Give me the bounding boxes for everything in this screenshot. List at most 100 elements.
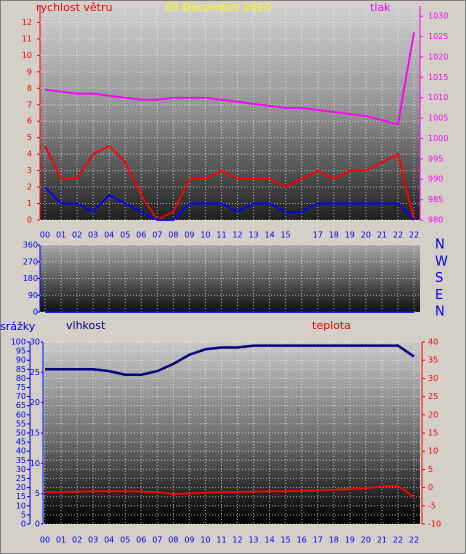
y-tick-label: 35 xyxy=(16,456,26,465)
y2-tick-label: 0 xyxy=(428,483,433,492)
x-tick-label: 15 xyxy=(281,536,291,545)
x-tick-label: 09 xyxy=(184,536,194,545)
x-tick-label: 05 xyxy=(120,231,130,240)
y-tick-label: 95 xyxy=(16,347,26,356)
y2-tick-label: 40 xyxy=(428,338,438,347)
y-tick-label: 25 xyxy=(16,474,26,483)
y-tick-label: 0 xyxy=(33,308,38,317)
x-tick-label: 05 xyxy=(120,536,130,545)
y-tick-label: 90 xyxy=(16,356,26,365)
y2-tick-label: W xyxy=(435,254,448,269)
series-line xyxy=(44,186,415,221)
x-tick-label: 04 xyxy=(104,536,114,545)
y-tick-label: 9 xyxy=(27,67,32,76)
x-tick-label: 03 xyxy=(88,231,98,240)
y-tick-label: 10 xyxy=(22,51,32,60)
x-tick-label: 11 xyxy=(216,536,226,545)
x-tick-label: 19 xyxy=(345,536,355,545)
series-label: rychlost větru xyxy=(36,1,112,14)
y2-tick-label: 1005 xyxy=(428,114,448,123)
y2-tick-label: 5 xyxy=(428,465,433,474)
x-tick-label: 06 xyxy=(136,536,146,545)
y-tick-label: 55 xyxy=(16,419,26,428)
y-tick-label: 270 xyxy=(23,257,38,266)
x-tick-label: 20 xyxy=(361,231,371,240)
y2-tick-label: 35 xyxy=(428,356,438,365)
y-tick-label: 180 xyxy=(23,274,38,283)
y2-tick-label: 1000 xyxy=(428,134,448,143)
x-tick-label: 03 xyxy=(88,536,98,545)
series-line xyxy=(45,484,415,498)
y2-tick-label: 1015 xyxy=(428,73,448,82)
x-tick-label: 08 xyxy=(168,231,178,240)
y-tick-label: 65 xyxy=(16,401,26,410)
x-tick-label: 20 xyxy=(361,536,371,545)
y3-tick-label: 0 xyxy=(35,520,40,529)
x-tick-label: 16 xyxy=(297,536,307,545)
x-tick-label: 00 xyxy=(40,536,50,545)
y-tick-label: 80 xyxy=(16,374,26,383)
x-tick-label: 17 xyxy=(313,536,323,545)
y3-tick-label: 25 xyxy=(30,368,40,377)
y2-tick-label: S xyxy=(435,271,443,286)
y-tick-label: 45 xyxy=(16,438,26,447)
x-tick-label: 02 xyxy=(72,231,82,240)
y2-tick-label: 1025 xyxy=(428,32,448,41)
y-tick-label: 5 xyxy=(21,510,26,519)
y-tick-label: 75 xyxy=(16,383,26,392)
x-tick-label: 12 xyxy=(232,536,242,545)
y-tick-label: 7 xyxy=(27,100,32,109)
x-tick-label: 18 xyxy=(329,231,339,240)
x-tick-label: 19 xyxy=(345,231,355,240)
x-tick-label: 10 xyxy=(200,231,210,240)
y-tick-label: 3 xyxy=(27,166,32,175)
y-tick-label: 360 xyxy=(23,241,38,250)
x-tick-label: 06 xyxy=(136,231,146,240)
x-tick-label: 10 xyxy=(200,536,210,545)
series-line xyxy=(44,32,415,126)
y-tick-label: 11 xyxy=(22,34,32,43)
series-label: teplota xyxy=(312,319,351,332)
y2-tick-label: -5 xyxy=(428,501,436,510)
x-tick-label: 22 xyxy=(409,536,419,545)
x-tick-label: 22 xyxy=(409,231,419,240)
y2-tick-label: 995 xyxy=(428,154,443,163)
x-tick-label: 22 xyxy=(393,536,403,545)
y-tick-label: 60 xyxy=(16,410,26,419)
y-tick-label: 12 xyxy=(22,18,32,27)
plot-area xyxy=(44,342,420,524)
y-tick-label: 8 xyxy=(27,84,32,93)
y3-label: srážky xyxy=(0,320,36,333)
x-tick-label: 11 xyxy=(216,231,226,240)
x-tick-label: 22 xyxy=(393,231,403,240)
y-tick-label: 15 xyxy=(16,492,26,501)
x-tick-label: 13 xyxy=(248,536,258,545)
y2-tick-label: 1020 xyxy=(428,52,448,61)
x-tick-label: 09 xyxy=(184,231,194,240)
y-tick-label: 5 xyxy=(27,133,32,142)
y-tick-label: 6 xyxy=(27,117,32,126)
x-tick-label: 15 xyxy=(281,231,291,240)
plot-area xyxy=(40,6,420,220)
y-tick-label: 100 xyxy=(11,338,26,347)
y3-tick-label: 5 xyxy=(35,489,40,498)
y3-tick-label: 20 xyxy=(30,398,40,407)
y2-tick-label: -10 xyxy=(428,520,441,529)
y2-tick-label: N xyxy=(435,305,445,320)
x-tick-label: 07 xyxy=(152,536,162,545)
y-tick-label: 0 xyxy=(21,520,26,529)
x-tick-label: 21 xyxy=(377,536,387,545)
y2-tick-label: 25 xyxy=(428,392,438,401)
y3-tick-label: 10 xyxy=(30,459,40,468)
x-tick-label: 01 xyxy=(56,536,66,545)
y3-tick-label: 15 xyxy=(30,429,40,438)
y2-tick-label: 1010 xyxy=(428,93,448,102)
x-tick-label: 14 xyxy=(265,231,275,240)
y2-tick-label: 980 xyxy=(428,216,443,225)
x-tick-label: 17 xyxy=(313,231,323,240)
y-tick-label: 40 xyxy=(16,447,26,456)
x-tick-label: 12 xyxy=(232,231,242,240)
y-tick-label: 85 xyxy=(16,365,26,374)
x-tick-label: 21 xyxy=(377,231,387,240)
